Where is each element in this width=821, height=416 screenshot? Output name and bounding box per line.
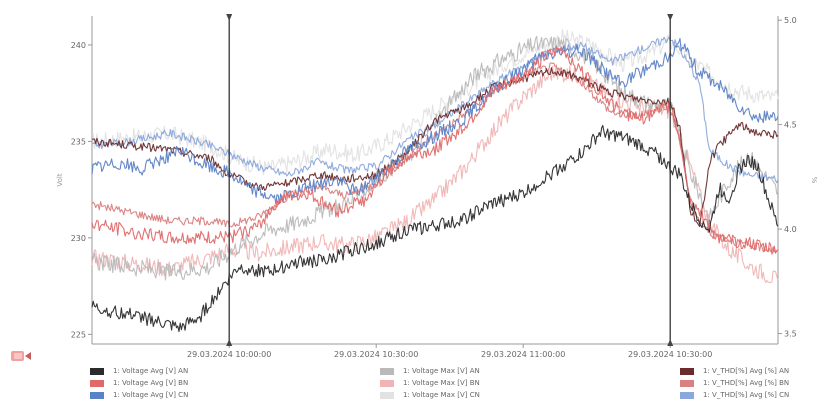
series-line-4 — [91, 35, 779, 281]
cursor-handle-top-1[interactable] — [226, 14, 233, 21]
legend-item[interactable]: 1: Voltage Max [V] CN — [380, 389, 480, 401]
series-line-7 — [92, 67, 779, 228]
legend-item[interactable]: 1: Voltage Max [V] BN — [380, 377, 480, 389]
x-tick-label: 29.03.2024 10:00:00 — [187, 350, 271, 359]
legend-label: 1: Voltage Max [V] AN — [403, 367, 480, 375]
legend-item[interactable]: 1: V_THD[%] Avg [%] BN — [680, 377, 789, 389]
legend-swatch — [680, 391, 694, 399]
legend-item[interactable]: 1: V_THD[%] Avg [%] CN — [680, 389, 789, 401]
y-tick-label-right: 4.5 — [784, 121, 797, 130]
y-tick-label-right: 5.0 — [784, 16, 797, 25]
legend-label: 1: V_THD[%] Avg [%] AN — [703, 367, 790, 375]
series-line-6 — [91, 28, 779, 176]
y-tick-label-left: 240 — [71, 41, 86, 50]
chart-settings-icon[interactable] — [10, 348, 32, 362]
y-tick-label-left: 230 — [71, 234, 86, 243]
y-tick-label-right: 4.0 — [784, 225, 797, 234]
cursor-handle-bottom-1[interactable] — [226, 339, 233, 346]
y-tick-label-left: 225 — [71, 330, 86, 339]
legend-swatch — [380, 379, 394, 387]
series-line-8 — [91, 62, 779, 253]
legend-item[interactable]: 1: Voltage Avg [V] CN — [90, 389, 188, 401]
legend-item[interactable]: 1: Voltage Max [V] AN — [380, 365, 480, 377]
legend-item[interactable]: 1: Voltage Avg [V] BN — [90, 377, 188, 389]
series-line-5 — [91, 63, 779, 284]
x-tick-label: 29.03.2024 10:30:00 — [334, 350, 418, 359]
series-line-3 — [91, 37, 779, 205]
legend-swatch — [680, 379, 694, 387]
plot-series — [91, 28, 779, 333]
chart-legend: 1: Voltage Avg [V] AN 1: Voltage Max [V] … — [90, 365, 820, 415]
series-line-1 — [91, 124, 779, 333]
legend-label: 1: Voltage Avg [V] AN — [113, 367, 189, 375]
legend-swatch — [90, 379, 104, 387]
legend-item[interactable]: 1: Voltage Avg [V] AN — [90, 365, 188, 377]
legend-label: 1: Voltage Avg [V] CN — [113, 391, 189, 399]
legend-label: 1: V_THD[%] Avg [%] CN — [703, 391, 790, 399]
cursor-handle-bottom-2[interactable] — [667, 339, 674, 346]
x-tick-label: 29.03.2024 10:30:00 — [628, 350, 712, 359]
y-axis-title-left: Volt — [56, 173, 64, 186]
chart-axes: 225 230 235 240 3.5 4.0 4.5 5.0 29.03.2024 10:00… — [56, 16, 818, 359]
legend-label: 1: Voltage Avg [V] BN — [113, 379, 189, 387]
legend-swatch — [380, 367, 394, 375]
chart-cursors[interactable] — [226, 14, 674, 346]
y-axis-title-right: % — [810, 177, 818, 184]
series-line-2 — [91, 46, 779, 255]
y-tick-label-right: 3.5 — [784, 330, 797, 339]
x-tick-label: 29.03.2024 11:00:00 — [481, 350, 565, 359]
legend-label: 1: Voltage Max [V] CN — [403, 391, 480, 399]
legend-label: 1: Voltage Max [V] BN — [403, 379, 480, 387]
cursor-handle-top-2[interactable] — [667, 14, 674, 21]
y-tick-label-left: 235 — [71, 137, 86, 146]
legend-swatch — [680, 367, 694, 375]
legend-swatch — [380, 391, 394, 399]
legend-swatch — [90, 367, 104, 375]
legend-item[interactable]: 1: V_THD[%] Avg [%] AN — [680, 365, 789, 377]
legend-label: 1: V_THD[%] Avg [%] BN — [703, 379, 790, 387]
legend-swatch — [90, 391, 104, 399]
series-line-9 — [91, 36, 779, 184]
